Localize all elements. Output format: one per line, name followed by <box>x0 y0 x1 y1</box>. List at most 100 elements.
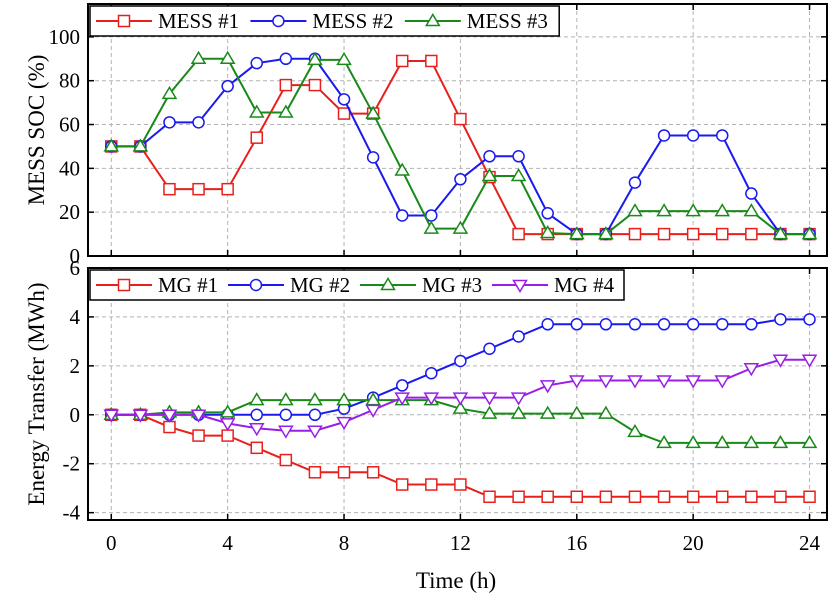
data-point <box>685 203 701 217</box>
y-tick-label: 0 <box>70 403 81 427</box>
data-point <box>801 226 818 240</box>
data-point <box>656 375 672 389</box>
data-point <box>221 429 234 442</box>
data-point <box>365 404 381 418</box>
legend-box <box>89 5 560 37</box>
legend: MG #1 MG #2 MG #3 MG #4 <box>89 269 625 301</box>
y-tick-label: 60 <box>59 113 80 137</box>
data-point <box>627 375 643 389</box>
data-point <box>686 227 700 241</box>
x-tick-label: 8 <box>339 531 350 555</box>
data-point <box>336 416 352 431</box>
data-point <box>394 162 411 176</box>
x-tick-label: 12 <box>450 531 471 555</box>
data-point <box>714 375 731 389</box>
data-point <box>250 56 263 70</box>
data-point <box>250 131 263 144</box>
data-point <box>743 434 760 449</box>
legend-label: MESS #2 <box>312 9 393 33</box>
data-point <box>279 408 293 422</box>
y-tick-label: 0 <box>70 244 81 268</box>
legend-marker <box>249 278 263 292</box>
y-tick-label: -2 <box>63 452 81 476</box>
data-point <box>454 478 467 491</box>
data-point <box>161 85 178 100</box>
data-point <box>307 425 323 439</box>
data-point <box>716 490 729 504</box>
legend-marker <box>512 279 528 293</box>
data-point <box>599 490 613 504</box>
data-point <box>190 409 207 423</box>
data-point <box>250 441 263 455</box>
data-point <box>714 203 731 217</box>
data-point <box>512 330 525 343</box>
data-point <box>599 318 613 331</box>
y-tick-label: 100 <box>49 25 81 49</box>
data-point <box>483 342 496 355</box>
data-point <box>686 129 700 142</box>
data-point <box>337 107 351 120</box>
data-point <box>657 490 671 504</box>
data-point <box>221 79 234 93</box>
data-point <box>510 392 527 406</box>
legend: MESS #1 MESS #2 MESS #3 <box>89 5 560 37</box>
data-point <box>541 318 554 331</box>
data-point <box>366 466 380 479</box>
data-point <box>483 490 496 504</box>
x-tick-label: 24 <box>799 531 821 555</box>
data-point <box>745 187 758 200</box>
y-tick-label: -4 <box>63 501 81 525</box>
data-point <box>774 313 787 326</box>
y-tick-label: 40 <box>59 156 80 180</box>
data-point <box>279 453 293 467</box>
data-point <box>628 176 642 189</box>
data-point <box>307 392 323 406</box>
data-point <box>192 116 205 129</box>
data-point <box>541 207 554 220</box>
data-point <box>686 490 700 504</box>
y-tick-label: 80 <box>59 69 80 93</box>
grid <box>88 4 827 257</box>
y-tick-label: 4 <box>70 305 81 329</box>
data-point <box>539 380 556 394</box>
data-point <box>308 408 322 422</box>
data-point <box>161 409 178 423</box>
legend-label: MG #3 <box>422 273 482 297</box>
y-tick-label: 20 <box>59 200 80 224</box>
data-point <box>803 313 816 326</box>
legend-label: MG #4 <box>554 273 615 297</box>
data-point <box>628 318 642 331</box>
legend-marker <box>117 278 131 292</box>
data-point <box>308 466 322 479</box>
data-point <box>103 409 120 423</box>
data-point <box>163 182 176 196</box>
x-tick-label: 4 <box>222 531 233 555</box>
y-tick-label: 2 <box>70 354 81 378</box>
data-point <box>452 220 469 234</box>
data-point <box>481 168 498 182</box>
x-tick-label: 0 <box>106 531 117 555</box>
data-point <box>219 50 236 65</box>
data-point <box>452 400 469 414</box>
legend-label: MG #2 <box>290 273 350 297</box>
data-point <box>481 405 498 419</box>
data-point <box>512 227 525 241</box>
data-point <box>132 409 149 423</box>
data-point <box>366 151 380 164</box>
data-point <box>568 405 585 419</box>
data-point <box>192 429 205 442</box>
data-point <box>685 375 701 389</box>
data-point <box>657 318 671 331</box>
x-axis-title: Time (h) <box>416 568 496 593</box>
legend-marker <box>272 14 285 28</box>
data-point <box>423 392 440 406</box>
data-point <box>568 226 585 240</box>
data-point <box>278 425 294 439</box>
data-point <box>132 138 149 152</box>
data-point <box>307 51 323 66</box>
data-point <box>570 318 584 331</box>
data-point <box>221 182 234 196</box>
x-tick-label: 20 <box>683 531 704 555</box>
data-point <box>395 209 409 222</box>
data-point <box>395 54 409 68</box>
